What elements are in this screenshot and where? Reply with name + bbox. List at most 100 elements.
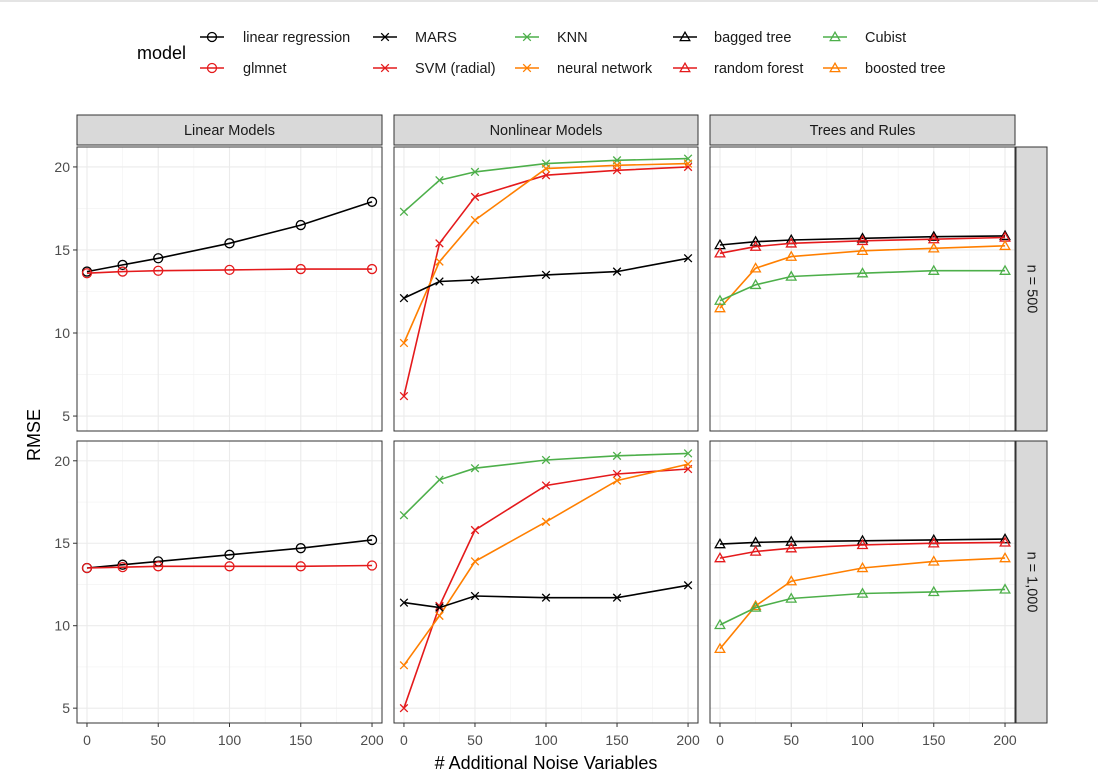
data-point <box>714 294 726 305</box>
data-point <box>435 611 444 621</box>
series-boosted-tree <box>714 551 1011 654</box>
panel-linear-models-n-500: 5 10 15 20 <box>54 146 383 432</box>
series-line <box>719 538 1006 545</box>
panel-nonlinear-models-n-1-000: 0 50 100 150 200 <box>393 440 700 748</box>
data-point <box>435 175 444 185</box>
data-point <box>541 593 551 602</box>
series-random-forest <box>714 536 1011 563</box>
legend-key-marker <box>522 32 532 42</box>
series-line <box>86 564 373 569</box>
data-point <box>399 338 409 348</box>
legend-label: glmnet <box>243 61 287 77</box>
data-point <box>435 257 444 266</box>
top-border <box>0 0 1098 2</box>
x-tick-label: 150 <box>605 732 629 748</box>
data-point <box>224 561 235 572</box>
legend-item-linear-regression: linear regression <box>200 30 350 46</box>
series-knn <box>399 449 693 520</box>
data-point <box>612 476 622 485</box>
x-tick-label: 100 <box>218 732 242 748</box>
data-point <box>541 170 551 180</box>
data-point <box>366 534 378 546</box>
x-tick-label: 0 <box>83 732 91 748</box>
legend-item-neural-network: neural network <box>515 61 653 77</box>
strip-n-500: n = 500 <box>1015 146 1048 432</box>
data-point <box>927 555 940 566</box>
legend-key-marker <box>679 30 691 42</box>
data-point <box>612 267 622 276</box>
series-line <box>719 541 1006 559</box>
data-point <box>683 449 693 458</box>
data-point <box>612 161 622 170</box>
data-point <box>541 164 551 173</box>
data-point <box>749 601 762 612</box>
data-point <box>714 642 726 654</box>
series-svm-radial <box>399 162 693 401</box>
data-point <box>999 239 1011 251</box>
data-point <box>541 481 551 490</box>
legend-item-glmnet: glmnet <box>200 61 287 77</box>
series-line <box>403 463 689 666</box>
data-point <box>749 545 762 556</box>
series-line <box>719 235 1006 246</box>
data-point <box>470 215 480 225</box>
data-point <box>470 275 480 285</box>
legend-title: model <box>137 43 186 63</box>
data-point <box>749 262 762 273</box>
data-point <box>435 603 444 612</box>
data-point <box>927 264 940 275</box>
legend-key-marker <box>829 61 841 73</box>
series-neural-network <box>399 159 693 348</box>
strip-background <box>1015 440 1048 724</box>
series-mars <box>399 581 693 612</box>
series-mars <box>399 254 693 303</box>
strip-label: n = 500 <box>1024 265 1040 314</box>
x-tick-label: 50 <box>467 732 483 748</box>
x-tick-label: 0 <box>716 732 724 748</box>
data-point <box>224 238 235 249</box>
y-tick-label: 5 <box>62 408 70 424</box>
data-point <box>683 159 693 168</box>
data-point <box>999 583 1011 594</box>
data-point <box>785 575 798 586</box>
y-tick-label: 5 <box>62 700 70 716</box>
data-point <box>435 277 444 286</box>
data-point <box>927 537 940 548</box>
series-cubist <box>714 264 1011 305</box>
data-point <box>295 219 306 231</box>
series-bagged-tree <box>714 229 1011 250</box>
data-point <box>224 264 235 276</box>
data-point <box>714 537 726 549</box>
strip-trees-and-rules: Trees and Rules <box>709 114 1016 146</box>
legend-item-random-forest: random forest <box>673 61 803 77</box>
legend-key-marker <box>522 63 532 73</box>
data-point <box>153 561 164 572</box>
data-point <box>927 585 940 597</box>
x-tick-label: 50 <box>150 732 166 748</box>
data-point <box>295 263 306 275</box>
strip-background <box>393 114 699 146</box>
data-point <box>749 278 762 290</box>
data-point <box>785 270 798 281</box>
data-point <box>785 237 798 248</box>
data-point <box>399 391 409 401</box>
strip-background <box>1015 146 1048 432</box>
legend-key-marker <box>380 32 390 42</box>
data-point <box>999 229 1011 241</box>
x-tick-label: 0 <box>400 732 408 748</box>
legend-label: neural network <box>557 61 653 77</box>
data-point <box>117 266 128 277</box>
data-point <box>749 240 762 251</box>
legend-label: random forest <box>714 61 803 77</box>
series-line <box>719 245 1006 309</box>
data-point <box>856 232 869 243</box>
series-glmnet <box>81 560 378 574</box>
legend-label: MARS <box>415 30 457 46</box>
data-point <box>856 244 869 256</box>
legend-item-svm-radial: SVM (radial) <box>373 61 496 77</box>
x-tick-label: 200 <box>993 732 1017 748</box>
data-point <box>749 235 762 246</box>
legend-label: KNN <box>557 30 588 46</box>
